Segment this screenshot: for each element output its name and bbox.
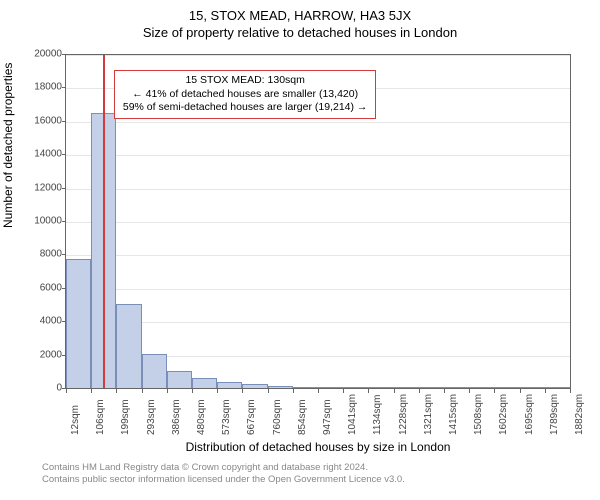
x-tick-mark [167,389,168,393]
annotation-line1: 15 STOX MEAD: 130sqm [123,74,368,88]
x-tick-label: 947sqm [322,399,333,435]
x-tick-mark [494,389,495,393]
annotation-box: 15 STOX MEAD: 130sqm ← 41% of detached h… [114,70,377,119]
gridline [66,289,570,290]
annotation-line3: 59% of semi-detached houses are larger (… [123,101,368,115]
gridline [66,55,570,56]
x-tick-label: 106sqm [95,399,106,435]
y-tick-mark [62,87,66,88]
x-tick-label: 1228sqm [398,394,409,435]
y-tick-label: 4000 [40,316,62,327]
x-tick-mark [469,389,470,393]
plot-area: 15 STOX MEAD: 130sqm ← 41% of detached h… [66,54,571,389]
y-tick-mark [62,154,66,155]
gridline [66,255,570,256]
gridline [66,222,570,223]
x-tick-label: 293sqm [146,399,157,435]
title-subtitle: Size of property relative to detached ho… [0,23,600,40]
chart-container: 15, STOX MEAD, HARROW, HA3 5JX Size of p… [0,0,600,500]
x-tick-label: 1789sqm [549,394,560,435]
y-tick-label: 2000 [40,349,62,360]
x-tick-mark [368,389,369,393]
x-tick-label: 1134sqm [372,395,383,435]
x-tick-mark [444,389,445,393]
x-tick-label: 1695sqm [524,394,535,435]
y-tick-mark [62,321,66,322]
gridline [66,155,570,156]
footer-line1: Contains HM Land Registry data © Crown c… [42,462,405,474]
x-tick-label: 760sqm [272,399,283,435]
x-tick-mark [116,389,117,393]
x-tick-label: 1508sqm [473,394,484,435]
x-tick-mark [520,389,521,393]
histogram-bar [116,304,141,389]
y-tick-mark [62,54,66,55]
x-axis-label: Distribution of detached houses by size … [66,440,570,454]
property-marker-line [103,55,105,389]
x-tick-mark [419,389,420,393]
y-axis-label: Number of detached properties [1,63,15,228]
x-tick-label: 480sqm [196,399,207,435]
x-tick-label: 573sqm [221,399,232,435]
y-tick-mark [62,288,66,289]
x-tick-mark [293,389,294,393]
x-tick-mark [66,389,67,393]
annotation-line2: ← 41% of detached houses are smaller (13… [123,88,368,102]
y-tick-label: 16000 [34,115,62,126]
y-tick-mark [62,121,66,122]
gridline [66,122,570,123]
y-tick-label: 8000 [40,249,62,260]
histogram-bar [142,354,167,389]
x-tick-mark [268,389,269,393]
histogram-bar [167,371,192,389]
histogram-bar [66,259,91,389]
x-tick-label: 199sqm [120,399,131,435]
x-tick-mark [192,389,193,393]
x-tick-mark [242,389,243,393]
x-tick-mark [394,389,395,393]
title-address: 15, STOX MEAD, HARROW, HA3 5JX [0,0,600,23]
x-tick-mark [318,389,319,393]
footer: Contains HM Land Registry data © Crown c… [42,462,405,487]
x-tick-label: 386sqm [171,399,182,435]
x-tick-mark [142,389,143,393]
x-tick-label: 1041sqm [347,394,358,435]
x-tick-mark [570,389,571,393]
x-tick-label: 1602sqm [498,394,509,435]
y-tick-label: 10000 [34,216,62,227]
y-tick-mark [62,221,66,222]
y-tick-label: 18000 [34,82,62,93]
x-tick-label: 12sqm [70,405,81,435]
x-tick-mark [343,389,344,393]
gridline [66,189,570,190]
y-tick-label: 12000 [34,182,62,193]
x-tick-label: 854sqm [297,399,308,435]
x-tick-label: 1882sqm [574,394,585,435]
y-tick-label: 20000 [34,49,62,60]
x-tick-mark [545,389,546,393]
gridline [66,322,570,323]
y-tick-mark [62,355,66,356]
y-tick-mark [62,188,66,189]
x-tick-mark [217,389,218,393]
x-tick-label: 667sqm [246,399,257,435]
x-tick-label: 1415sqm [448,394,459,435]
y-tick-label: 14000 [34,149,62,160]
x-tick-label: 1321sqm [423,394,434,435]
y-tick-label: 6000 [40,282,62,293]
footer-line2: Contains public sector information licen… [42,474,405,486]
x-tick-mark [91,389,92,393]
y-tick-mark [62,254,66,255]
